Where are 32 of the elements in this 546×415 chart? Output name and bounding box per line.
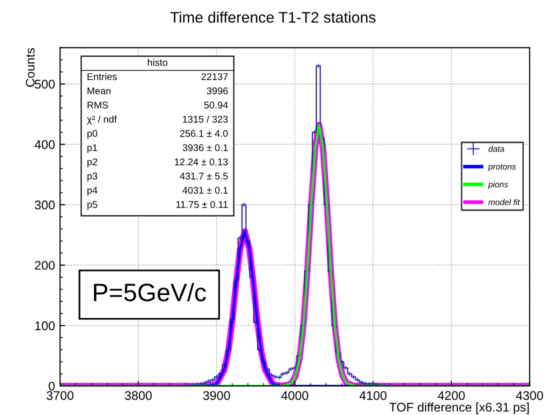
text: χ² / ndf 1315 / 323 [86,116,228,125]
y-tick-label: 300 [34,200,55,210]
text: p5 11.75 ± 0.11 [87,201,228,210]
x-tick-label: 3800 [124,391,152,400]
chart-title: Time difference T1-T2 stations [170,12,376,23]
y-axis-title: Counts [26,48,35,87]
x-tick-label: 4300 [516,391,544,400]
annotation: histo [148,58,168,66]
y-tick-label: 100 [35,321,55,330]
annotation: P=5GeV/c [94,282,206,302]
legend-label: data [488,146,504,152]
x-tick-label: 3900 [203,391,230,400]
legend-label: pions [488,181,508,190]
legend-label: model fit [488,199,520,206]
text: p0 256.1 ± 4.0 [87,130,228,139]
text: Mean 3996 [88,87,228,94]
y-tick-label: 200 [34,260,55,270]
x-axis-title: TOF difference [x6.31 ps] [389,402,529,414]
x-tick-label: 3700 [46,391,74,400]
x-tick-label: 4100 [359,391,387,400]
x-tick-label: 4200 [438,391,465,400]
y-tick-label: 400 [34,140,55,150]
text: p2 12.24 ± 0.13 [87,158,228,168]
x-tick-label: 4000 [281,391,308,400]
text: p3 431.7 ± 5.5 [87,172,228,182]
y-tick-label: 0 [48,382,55,391]
text: Entries 22137 [88,72,228,80]
text: p1 3936 ± 0.1 [87,144,228,154]
text: p4 4031 ± 0.1 [87,186,228,196]
legend-label: protons [488,164,516,172]
y-tick-label: 500 [34,80,55,89]
text: RMS 50.94 [88,102,228,109]
